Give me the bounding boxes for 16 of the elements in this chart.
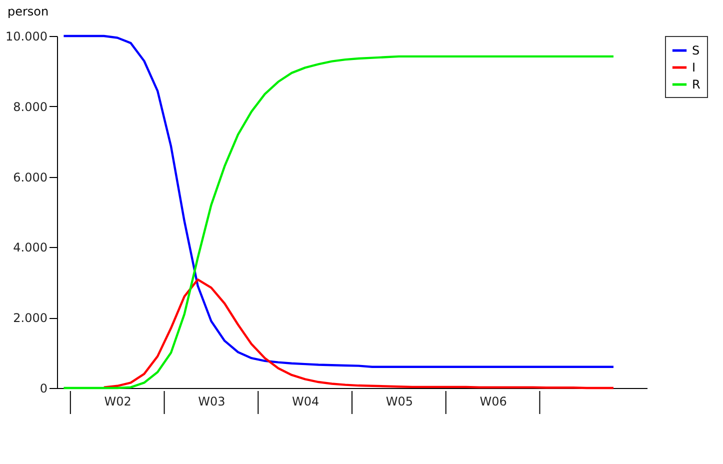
y-axis-title: person [8, 4, 49, 18]
line-series [102, 278, 615, 390]
x-tick-label: W05 [386, 394, 413, 408]
x-tick-label: W06 [480, 394, 507, 408]
y-tick-label: 6.000 [13, 170, 48, 184]
y-tick-label: 10.000 [6, 30, 48, 44]
legend-label: S [692, 44, 700, 58]
x-tick-label: W02 [104, 394, 132, 408]
x-tick-label: W03 [198, 394, 226, 408]
x-tick-label: W04 [292, 394, 320, 408]
legend-label: R [692, 78, 700, 92]
y-tick-label: 4.000 [13, 240, 48, 255]
y-tick-label: 2.000 [13, 311, 48, 326]
y-tick-label: 0 [40, 382, 48, 396]
legend-label: I [692, 60, 696, 74]
y-tick-label: 8.000 [13, 100, 48, 114]
